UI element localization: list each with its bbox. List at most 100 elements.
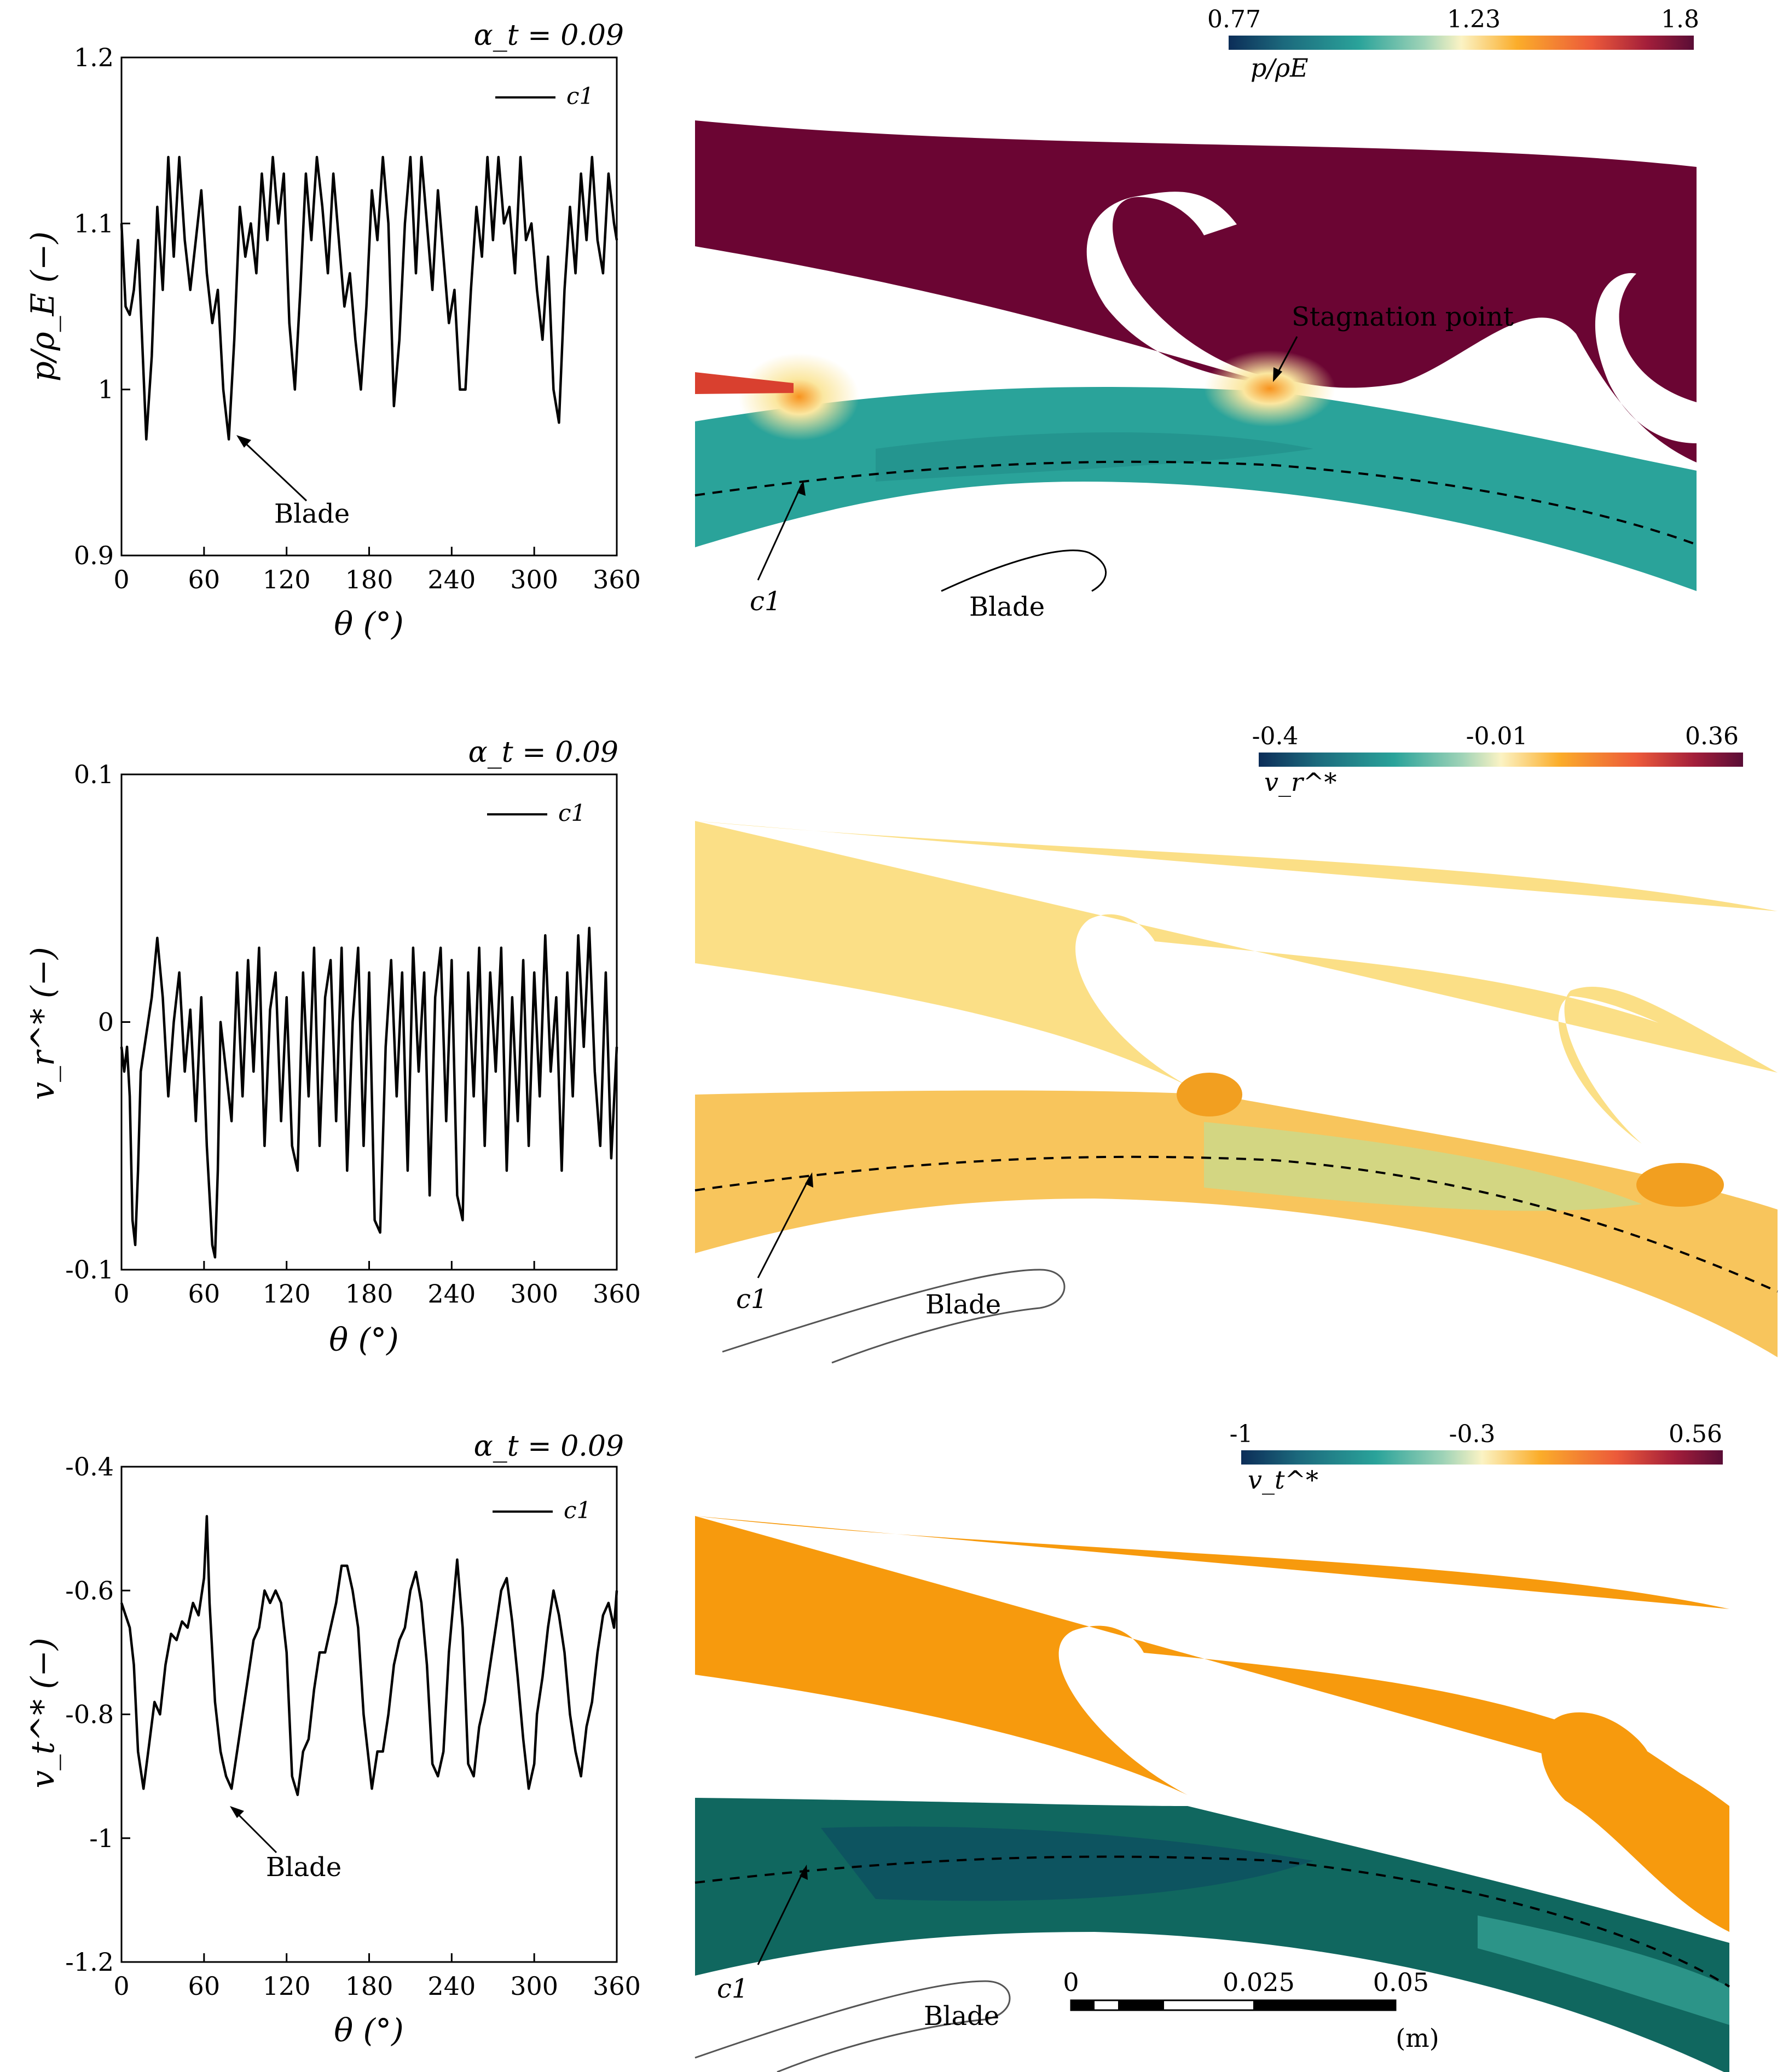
y-axis-label: v_r^* (−) [24, 947, 61, 1099]
lower-passage-shade [876, 432, 1313, 482]
legend-label: c1 [558, 800, 586, 826]
pressure-contour-panel: 0.77 1.23 1.8 p/ρE Blade c1 Stagnation p… [694, 5, 1699, 622]
y-ticks: -0.1 0 0.1 [65, 760, 130, 1284]
upper-passage [695, 1516, 1729, 1932]
hotspot [1636, 1163, 1724, 1207]
y-tick-label: 0.9 [74, 541, 114, 570]
colorbar [1259, 753, 1743, 767]
blade-arrowhead [230, 1806, 244, 1818]
blade-outline [722, 1269, 1066, 1364]
legend-label: c1 [566, 83, 594, 109]
blade-annotation: Blade [274, 499, 350, 529]
y-tick-label: 0 [98, 1008, 114, 1037]
x-tick-label: 300 [510, 1279, 558, 1309]
x-axis-label: θ (°) [334, 2012, 404, 2049]
y-tick-label: 0.1 [74, 760, 114, 789]
blade-annotation: Blade [266, 1852, 341, 1883]
colorbar-tick-max: 1.8 [1661, 5, 1699, 33]
y-tick-label: -0.8 [65, 1700, 114, 1729]
chart-title: α_t = 0.09 [468, 736, 618, 769]
x-tick-label: 300 [510, 565, 558, 594]
tangential-velocity-line-plot: 0 60 120 180 240 300 360 -1.2 -1 -0.8 -0.6 -0.4 α_… [24, 1430, 641, 2049]
blade-arrowhead [236, 435, 251, 448]
probe-line-c1 [694, 1155, 1778, 1293]
x-tick-label: 180 [345, 565, 393, 594]
y-ticks: 0.9 1 1.1 1.2 [74, 43, 130, 570]
scale-tick-1: 0.025 [1223, 1967, 1295, 1997]
y-tick-label: 1 [98, 375, 114, 404]
colorbar-label: v_t^* [1248, 1465, 1318, 1495]
x-tick-label: 0 [113, 565, 129, 594]
x-axis-label: θ (°) [329, 1321, 399, 1358]
colorbar-tick-max: 0.36 [1685, 722, 1739, 750]
stagnation-arrowhead [1273, 367, 1282, 382]
x-tick-label: 60 [188, 1279, 221, 1309]
scale-bar-seg [1071, 2000, 1095, 2010]
plot-frame [120, 1466, 618, 1963]
y-tick-label: -1 [89, 1824, 114, 1853]
probe-arrowhead [797, 481, 806, 496]
blade-outline [941, 549, 1107, 592]
plot-frame [120, 56, 618, 557]
y-tick-label: 1.1 [74, 209, 114, 238]
blade-label: Blade [969, 592, 1045, 622]
probe-arrow [757, 1176, 811, 1278]
probe-label: c1 [736, 1284, 767, 1315]
colorbar-tick-min: -1 [1230, 1420, 1253, 1448]
scale-bar: 0 0.025 0.05 (m) [1063, 1967, 1439, 2053]
stagnation-label: Stagnation point [1292, 302, 1514, 332]
x-tick-label: 360 [593, 1971, 641, 2001]
probe-label: c1 [717, 1973, 748, 2004]
colorbar-tick-max: 0.56 [1669, 1420, 1722, 1448]
upper-passage [695, 821, 1778, 1144]
y-tick-label: -0.4 [65, 1452, 114, 1481]
chart-title: α_t = 0.09 [474, 1430, 624, 1463]
x-tick-label: 300 [510, 1971, 558, 2001]
lower-passage [695, 387, 1697, 591]
colorbar-label: v_r^* [1264, 767, 1337, 797]
radial-velocity-line-plot: 0 60 120 180 240 300 360 -0.100.1 α_t = 0.09 c… [24, 736, 641, 1358]
y-tick-label: -0.6 [65, 1576, 114, 1605]
tangential-velocity-contour-panel: -1 -0.3 0.56 v_t^* Blade c1 0 0.025 0.05… [694, 1420, 1730, 2072]
x-tick-label: 120 [263, 565, 311, 594]
blade-arrow [231, 1808, 277, 1854]
radial-velocity-contour-panel: -0.4 -0.01 0.36 v_r^* Blade c1 [694, 722, 1778, 1364]
lower-passage-green [1204, 1122, 1642, 1211]
x-tick-label: 120 [263, 1279, 311, 1309]
x-axis-label: θ (°) [334, 605, 404, 643]
x-tick-label: 180 [345, 1971, 393, 2001]
series-line-c1 [120, 927, 618, 1259]
x-tick-label: 60 [188, 565, 221, 594]
probe-line-c1 [694, 460, 1697, 546]
y-axis-label: v_t^* (−) [24, 1638, 61, 1789]
x-tick-label: 240 [427, 1279, 476, 1309]
y-tick-label: -1.2 [65, 1947, 114, 1977]
x-tick-label: 240 [427, 565, 476, 594]
pressure-line-plot: 0 60 120 180 240 300 360 0.9 1 1.1 1.2 α_t = 0.09… [24, 19, 641, 643]
series-line-c1 [120, 155, 618, 441]
colorbar [1229, 36, 1694, 50]
stagnation-hotspot [1204, 350, 1335, 427]
probe-arrowhead [805, 1172, 813, 1188]
scale-bar-seg [1118, 2000, 1164, 2010]
series-line-c1 [120, 1515, 618, 1796]
blade-outline [694, 1980, 1011, 2072]
x-tick-label: 180 [345, 1279, 393, 1309]
lower-passage-dark [821, 1826, 1313, 1901]
colorbar-tick-mid: -0.01 [1466, 722, 1528, 750]
x-tick-label: 0 [113, 1279, 129, 1309]
probe-label: c1 [750, 586, 781, 617]
y-tick-label: -0.1 [65, 1255, 114, 1284]
chart-title: α_t = 0.09 [474, 19, 624, 52]
y-tick-label: 1.2 [74, 43, 114, 72]
y-ticks: -1.2 -1 -0.8 -0.6 -0.4 [65, 1452, 130, 1977]
scale-unit: (m) [1396, 2023, 1439, 2053]
probe-arrowhead [800, 1865, 808, 1880]
x-ticks: 0 60 120 180 240 300 360 [113, 547, 641, 594]
x-tick-label: 120 [263, 1971, 311, 2001]
scale-tick-0: 0 [1063, 1967, 1079, 1997]
probe-line-c1 [694, 1855, 1730, 1988]
leading-edge-strip [695, 372, 794, 394]
scale-tick-2: 0.05 [1373, 1967, 1429, 1997]
